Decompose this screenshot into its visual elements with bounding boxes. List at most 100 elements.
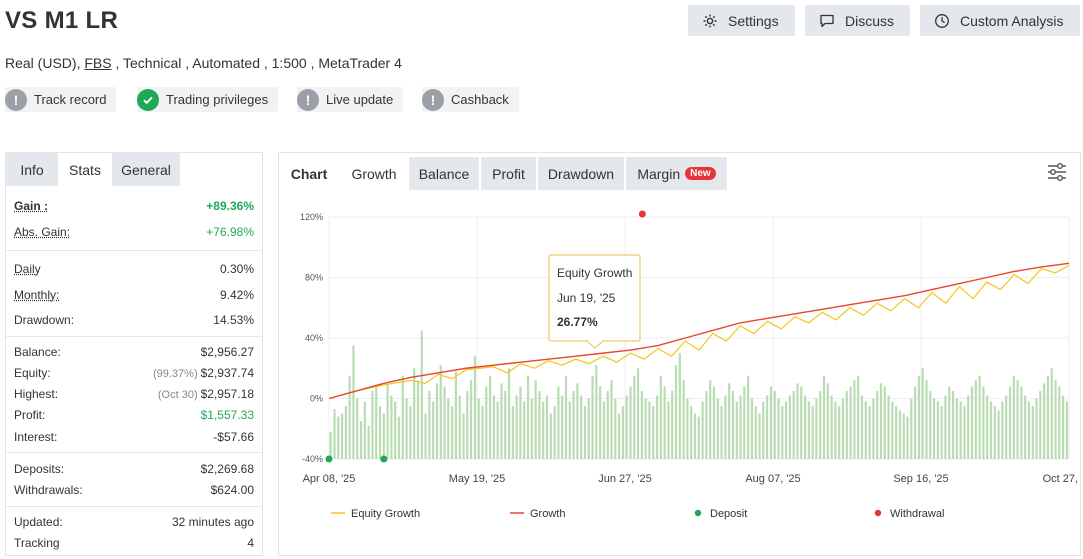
- withdrawals-label: Withdrawals:: [14, 483, 83, 497]
- volume-bar: [705, 390, 708, 459]
- volume-bar: [1008, 386, 1012, 459]
- volume-bar: [458, 395, 461, 459]
- volume-bar: [466, 390, 469, 459]
- volume-bar: [955, 398, 958, 459]
- chart-panel: Chart Growth Balance Profit Drawdown Mar…: [278, 152, 1081, 556]
- settings-button[interactable]: Settings: [688, 5, 795, 36]
- volume-bar: [424, 413, 427, 459]
- volume-bar: [921, 368, 924, 459]
- volume-bar: [530, 398, 533, 459]
- volume-bar: [629, 386, 632, 459]
- volume-bar: [401, 375, 404, 459]
- volume-bar: [917, 375, 920, 459]
- volume-bar: [557, 386, 560, 459]
- volume-bar: [416, 380, 420, 459]
- volume-bar: [371, 390, 374, 459]
- stat-profit: Profit: $1,557.33: [14, 408, 254, 422]
- volume-bar: [860, 395, 864, 459]
- volume-bar: [792, 390, 795, 459]
- y-tick-label: 0%: [310, 394, 323, 404]
- monthly-label[interactable]: Monthly:: [14, 288, 60, 302]
- volume-bar: [405, 398, 408, 459]
- volume-bar: [447, 398, 450, 459]
- volume-bar: [451, 406, 454, 459]
- tab-drawdown[interactable]: Drawdown: [538, 157, 624, 190]
- volume-bar: [519, 386, 522, 459]
- exclamation-icon: !: [5, 88, 27, 111]
- volume-bar: [864, 401, 867, 459]
- profit-label: Profit:: [14, 408, 46, 422]
- volume-bar: [879, 383, 883, 459]
- volume-bar: [534, 380, 537, 459]
- volume-bar: [678, 353, 681, 459]
- tab-balance[interactable]: Balance: [409, 157, 479, 190]
- y-tick-label: 80%: [305, 273, 323, 283]
- updated-label: Updated:: [14, 515, 63, 529]
- volume-bar: [507, 368, 511, 459]
- live-update-badge[interactable]: ! Live update: [297, 87, 404, 112]
- volume-bar: [936, 401, 939, 459]
- daily-label[interactable]: Daily: [14, 262, 41, 276]
- volume-bar: [788, 395, 791, 459]
- volume-bar: [963, 406, 966, 459]
- volume-bar: [693, 413, 697, 459]
- volume-bar: [762, 401, 765, 459]
- volume-bar: [872, 398, 875, 459]
- filter-settings-icon[interactable]: [1046, 161, 1068, 183]
- volume-bar: [352, 345, 355, 459]
- volume-bar: [883, 386, 886, 459]
- volume-bar: [769, 386, 772, 459]
- highest-value: $2,957.18: [200, 387, 254, 401]
- divider: [6, 250, 262, 251]
- tab-info[interactable]: Info: [6, 153, 58, 186]
- tab-general[interactable]: General: [112, 153, 180, 186]
- volume-bar: [542, 401, 545, 459]
- volume-bar: [595, 365, 598, 459]
- growth-chart[interactable]: 120% 80% 40% 0% -40% Apr 08, '25 May 19, '25 J…: [279, 197, 1080, 557]
- tab-growth[interactable]: Growth: [341, 157, 407, 190]
- volume-bar: [887, 395, 890, 459]
- volume-bar: [413, 368, 416, 459]
- daily-value: 0.30%: [219, 262, 254, 276]
- tab-margin[interactable]: Margin New: [626, 157, 727, 190]
- withdrawal-marker: [638, 210, 646, 218]
- tab-chart[interactable]: Chart: [290, 165, 328, 182]
- track-record-label: Track record: [34, 92, 107, 107]
- gain-value: +89.36%: [206, 199, 254, 213]
- cashback-badge[interactable]: ! Cashback: [422, 87, 519, 112]
- volume-bar: [739, 395, 742, 459]
- volume-bar: [671, 390, 674, 459]
- discuss-button[interactable]: Discuss: [805, 5, 910, 36]
- volume-bar: [997, 410, 1000, 459]
- volume-bar: [834, 401, 837, 459]
- balance-value: $2,956.27: [200, 345, 254, 359]
- custom-analysis-button[interactable]: Custom Analysis: [920, 5, 1080, 36]
- exclamation-icon: !: [297, 88, 319, 111]
- tooltip-value: 26.77%: [557, 315, 598, 329]
- volume-bar: [367, 425, 370, 459]
- broker-link[interactable]: FBS: [84, 55, 112, 71]
- track-record-badge[interactable]: ! Track record: [5, 87, 117, 112]
- volume-bar: [898, 410, 902, 459]
- custom-analysis-label: Custom Analysis: [960, 12, 1064, 29]
- volume-bar: [655, 395, 659, 459]
- volume-bar: [337, 416, 340, 459]
- volume-bar: [591, 375, 594, 459]
- x-tick-label: Jun 27, '25: [598, 473, 651, 485]
- abs-gain-label[interactable]: Abs. Gain:: [14, 225, 71, 239]
- tab-profit[interactable]: Profit: [481, 157, 536, 190]
- tab-stats[interactable]: Stats: [58, 153, 112, 186]
- volume-bar: [564, 375, 568, 459]
- trading-privileges-label: Trading privileges: [166, 92, 269, 107]
- volume-bar: [773, 390, 776, 459]
- volume-bar: [428, 390, 431, 459]
- stat-withdrawals: Withdrawals: $624.00: [14, 483, 254, 497]
- trading-privileges-badge[interactable]: Trading privileges: [137, 87, 279, 112]
- volume-bar: [526, 375, 530, 459]
- drawdown-value: 14.53%: [213, 313, 254, 327]
- tooltip-date: Jun 19, '25: [557, 291, 616, 305]
- gain-label[interactable]: Gain :: [14, 199, 49, 213]
- volume-bar: [644, 398, 647, 459]
- settings-label: Settings: [728, 12, 779, 29]
- volume-bar: [496, 401, 499, 459]
